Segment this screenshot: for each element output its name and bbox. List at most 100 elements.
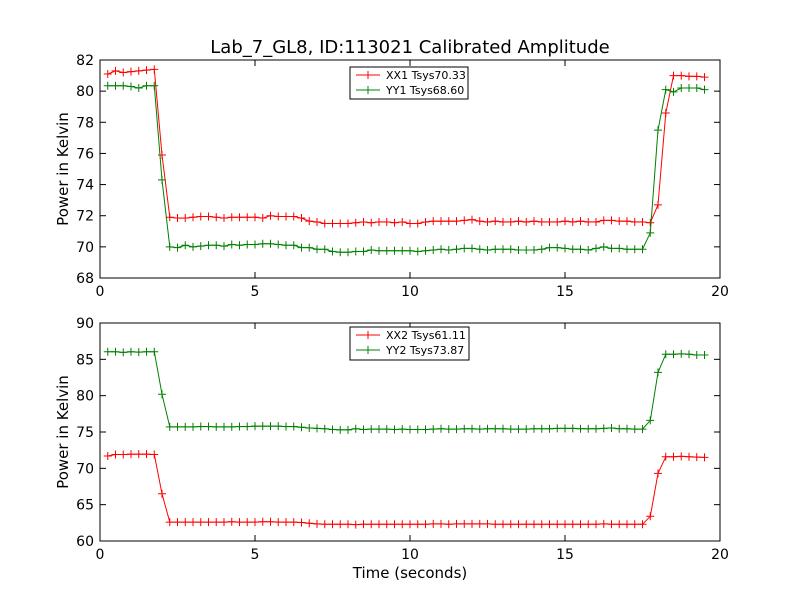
y-tick-label: 76 [76, 146, 94, 162]
data-point [615, 217, 624, 226]
data-point [685, 72, 693, 81]
data-point [530, 217, 538, 226]
data-point [592, 244, 600, 253]
data-point [204, 212, 213, 221]
data-point [599, 242, 608, 251]
data-point [437, 424, 445, 433]
data-point [429, 217, 438, 226]
data-point [127, 347, 135, 356]
data-point [429, 245, 438, 254]
data-point [235, 422, 244, 431]
y-tick-label: 65 [76, 498, 94, 514]
data-point [460, 424, 469, 433]
data-point [599, 519, 608, 528]
data-point [700, 85, 709, 94]
data-point [406, 219, 414, 228]
data-point [561, 424, 569, 433]
data-point [576, 217, 585, 226]
data-point [282, 518, 290, 527]
data-point [646, 218, 655, 227]
data-point [669, 452, 678, 461]
data-point [545, 424, 554, 433]
data-point [468, 519, 476, 528]
data-point [421, 425, 430, 434]
data-point [111, 450, 120, 459]
data-point [398, 520, 407, 529]
data-point [328, 425, 337, 434]
x-tick-label: 20 [711, 547, 729, 563]
data-point [522, 217, 531, 226]
data-point [258, 422, 267, 431]
data-point [127, 450, 135, 459]
data-point [258, 239, 267, 248]
data-point [506, 217, 515, 226]
data-point [413, 425, 422, 434]
y-tick-label: 80 [76, 84, 94, 100]
data-point [576, 424, 585, 433]
data-point [344, 248, 352, 257]
data-point [491, 424, 500, 433]
data-point [282, 422, 290, 431]
data-point [127, 67, 135, 76]
data-point [313, 245, 321, 254]
data-point [607, 520, 616, 529]
data-point [661, 108, 670, 117]
data-point [173, 422, 182, 431]
panel-1: 0 5 10 15 20 68 70 72 74 76 78 80 82 Power in Kelvin X… [54, 53, 729, 300]
x-tick-label: 20 [711, 284, 729, 300]
data-point [677, 349, 686, 358]
data-point [553, 424, 562, 433]
data-point [196, 518, 205, 527]
y-tick-label: 74 [76, 178, 94, 194]
data-point [235, 213, 244, 222]
data-point [220, 242, 228, 251]
data-point [212, 213, 221, 222]
data-point [483, 245, 492, 254]
panel-2: 0 5 10 15 20 60 65 70 75 80 85 90 Power in Kelvin XX2… [54, 316, 729, 563]
data-point [576, 245, 585, 254]
data-point [336, 219, 345, 228]
data-point [692, 84, 701, 93]
data-point [607, 424, 616, 433]
data-point [103, 81, 112, 90]
data-point [336, 520, 345, 529]
data-point [282, 212, 290, 221]
data-point [297, 423, 306, 432]
legend-box [349, 326, 470, 361]
data-point [669, 71, 678, 80]
data-point [328, 247, 337, 256]
data-point [623, 245, 631, 254]
data-point [413, 247, 422, 256]
data-point [599, 424, 608, 433]
x-tick-label: 0 [96, 547, 105, 563]
data-point [274, 422, 283, 431]
data-point [235, 518, 244, 527]
series-yy1 [103, 81, 709, 257]
data-point [437, 519, 445, 528]
data-point [669, 350, 678, 359]
data-point [313, 217, 321, 226]
data-point [305, 243, 314, 252]
data-point [576, 520, 585, 529]
data-point [537, 217, 546, 226]
data-point [630, 520, 639, 529]
data-point [220, 214, 228, 223]
legend-entry: XX2 Tsys61.11 [386, 329, 466, 342]
data-point [127, 82, 135, 91]
data-point [390, 246, 399, 255]
data-point [266, 422, 275, 431]
data-point [669, 87, 678, 96]
data-point [700, 453, 709, 462]
data-point [181, 518, 190, 527]
legend: XX1 Tsys70.33 YY1 Tsys68.60 [349, 66, 469, 100]
data-point [173, 214, 182, 223]
data-point [142, 66, 151, 75]
data-point [561, 244, 569, 253]
data-point [390, 425, 399, 434]
data-point [452, 217, 461, 226]
data-point [677, 84, 686, 93]
data-point [382, 425, 391, 434]
y-tick-label: 78 [76, 115, 94, 131]
data-point [351, 247, 360, 256]
